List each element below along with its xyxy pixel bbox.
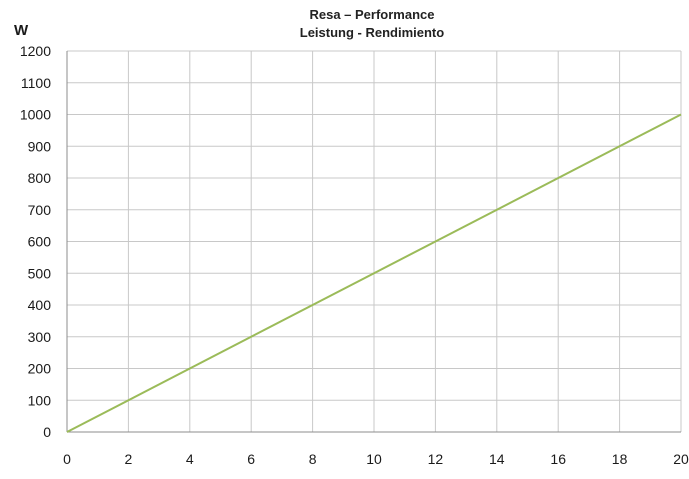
y-tick-label: 1200 bbox=[20, 43, 51, 59]
y-tick-label: 1000 bbox=[20, 107, 51, 123]
y-axis-ticks: 0 100 200 300 400 500 600 700 800 900 1000 1100 1200 bbox=[20, 43, 51, 440]
axes bbox=[66, 51, 681, 433]
y-tick-label: 200 bbox=[28, 361, 52, 377]
y-tick-label: 800 bbox=[28, 170, 52, 186]
x-tick-label: 6 bbox=[247, 451, 255, 467]
grid-lines bbox=[67, 50, 682, 432]
y-axis-unit-label: W bbox=[14, 22, 29, 39]
y-tick-label: 0 bbox=[43, 424, 51, 440]
x-tick-label: 4 bbox=[186, 451, 194, 467]
y-tick-label: 700 bbox=[28, 202, 52, 218]
x-tick-label: 20 bbox=[673, 451, 689, 467]
chart-title: Resa – Performance bbox=[309, 7, 434, 22]
x-axis-ticks: 0 2 4 6 8 10 12 14 16 18 20 bbox=[63, 451, 689, 467]
x-tick-label: 18 bbox=[612, 451, 628, 467]
y-tick-label: 900 bbox=[28, 138, 52, 154]
y-tick-label: 400 bbox=[28, 297, 52, 313]
x-tick-label: 10 bbox=[366, 451, 382, 467]
series-line bbox=[66, 113, 682, 433]
x-tick-label: 14 bbox=[489, 451, 505, 467]
chart-subtitle: Leistung - Rendimiento bbox=[300, 25, 445, 40]
y-tick-label: 600 bbox=[28, 234, 52, 250]
x-tick-label: 0 bbox=[63, 451, 71, 467]
y-tick-label: 100 bbox=[28, 392, 52, 408]
x-tick-label: 16 bbox=[550, 451, 566, 467]
x-tick-label: 2 bbox=[125, 451, 133, 467]
y-tick-label: 500 bbox=[28, 265, 52, 281]
y-tick-label: 300 bbox=[28, 329, 52, 345]
x-tick-label: 12 bbox=[428, 451, 444, 467]
y-tick-label: 1100 bbox=[21, 75, 51, 91]
x-tick-label: 8 bbox=[309, 451, 317, 467]
series-layer bbox=[66, 113, 682, 433]
